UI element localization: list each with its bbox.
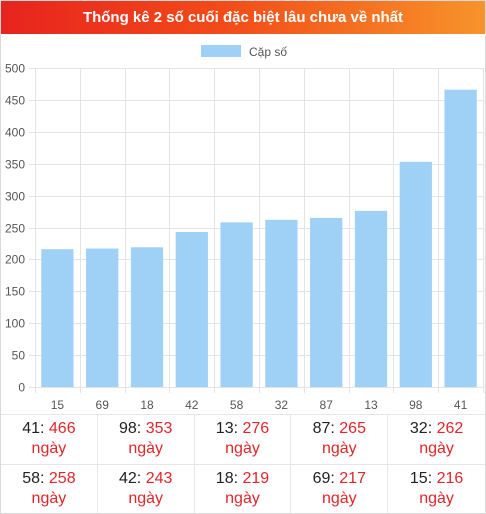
stat-days: 466 — [48, 420, 76, 438]
stat-unit: ngày — [31, 489, 67, 507]
bar-chart: 0 50 100 150 200 250 300 350 400 450 500 15 69 18 42 58… — [5, 45, 484, 412]
stat-number: 41: — [22, 420, 49, 438]
stat-cell: 58: 258 ngày — [1, 463, 98, 513]
y-tick-label: 50 — [12, 349, 26, 363]
stat-days: 265 — [339, 420, 366, 438]
stat-days: 216 — [436, 469, 464, 487]
bar — [444, 89, 477, 387]
stat-days: 243 — [145, 469, 173, 487]
stat-days: 353 — [145, 420, 173, 438]
stat-line: 42: 243 — [119, 469, 172, 489]
bar — [130, 247, 164, 387]
stat-number: 98: — [119, 420, 146, 438]
y-tick-label: 250 — [5, 222, 25, 236]
x-tick-label: 41 — [454, 398, 468, 412]
stat-cell: 69: 217 ngày — [291, 463, 389, 513]
bar — [310, 217, 343, 387]
stat-number: 13: — [215, 420, 243, 438]
stat-line: 15: 216 — [410, 469, 463, 489]
y-tick-label: 100 — [5, 317, 25, 331]
bar — [265, 219, 298, 387]
stat-unit: ngày — [419, 489, 454, 507]
stat-line: 32: 262 — [410, 419, 463, 439]
x-tick-label: 15 — [51, 398, 65, 412]
stat-number: 15: — [409, 469, 437, 487]
bar — [354, 210, 388, 387]
stat-line: 13: 276 — [216, 419, 269, 439]
legend-swatch — [201, 45, 241, 57]
stat-number: 42: — [119, 469, 146, 487]
stat-number: 32: — [409, 420, 437, 438]
stat-number: 18: — [215, 469, 243, 487]
stat-line: 87: 265 — [313, 419, 366, 439]
y-tick-label: 150 — [5, 285, 25, 299]
y-tick-label: 300 — [5, 190, 25, 204]
stat-unit: ngày — [128, 489, 164, 507]
stat-number: 87: — [312, 420, 340, 438]
stat-unit: ngày — [321, 440, 357, 458]
bar — [86, 248, 119, 387]
stat-cell: 13: 276 ngày — [194, 414, 292, 464]
stat-unit: ngày — [321, 489, 357, 507]
stat-line: 41: 466 — [22, 419, 75, 439]
page-title: Thống kê 2 số cuối đặc biệt lâu chưa về … — [1, 1, 485, 34]
x-tick-label: 69 — [96, 398, 110, 412]
stat-line: 18: 219 — [216, 469, 269, 489]
stat-cell: 98: 353 ngày — [97, 414, 195, 464]
legend-label: Cặp số — [249, 45, 287, 59]
bar — [399, 161, 432, 387]
stat-cell: 15: 216 ngày — [388, 463, 485, 514]
x-tick-label: 98 — [409, 398, 423, 412]
x-tick-label: 13 — [364, 398, 378, 412]
y-tick-label: 0 — [18, 381, 25, 395]
stat-cell: 87: 265 ngày — [291, 414, 389, 464]
x-tick-label: 58 — [230, 398, 244, 412]
stats-table: 41: 466 ngày 98: 353 ngày 13: 276 ngày 87: 265… — [1, 414, 485, 513]
x-tick-label: 32 — [275, 398, 289, 412]
bar — [220, 222, 253, 387]
stat-unit: ngày — [225, 489, 260, 507]
y-tick-label: 450 — [5, 94, 25, 108]
x-tick-label: 87 — [320, 398, 334, 412]
x-tick-label: 18 — [140, 398, 154, 412]
stat-cell: 42: 243 ngày — [97, 463, 195, 513]
stat-cell: 18: 219 ngày — [194, 463, 292, 513]
y-tick-label: 400 — [5, 126, 25, 140]
stat-days: 262 — [436, 420, 464, 438]
stat-line: 98: 353 — [119, 419, 172, 439]
stat-days: 219 — [242, 469, 270, 487]
stat-unit: ngày — [225, 440, 260, 458]
stat-cell: 32: 262 ngày — [388, 414, 485, 464]
stat-number: 69: — [312, 469, 340, 487]
y-tick-label: 350 — [5, 158, 25, 172]
bar — [175, 231, 208, 387]
stat-unit: ngày — [31, 440, 67, 458]
y-tick-label: 200 — [5, 253, 25, 267]
bar — [41, 249, 74, 387]
stat-days: 258 — [48, 469, 76, 487]
stat-unit: ngày — [128, 440, 164, 458]
x-tick-label: 42 — [185, 398, 199, 412]
stat-days: 217 — [339, 469, 366, 487]
stat-cell: 41: 466 ngày — [1, 414, 98, 464]
stat-unit: ngày — [419, 440, 454, 458]
y-tick-label: 500 — [5, 62, 25, 76]
stat-days: 276 — [242, 420, 270, 438]
stat-line: 58: 258 — [22, 469, 75, 489]
stat-number: 58: — [22, 469, 49, 487]
stat-line: 69: 217 — [313, 469, 366, 489]
